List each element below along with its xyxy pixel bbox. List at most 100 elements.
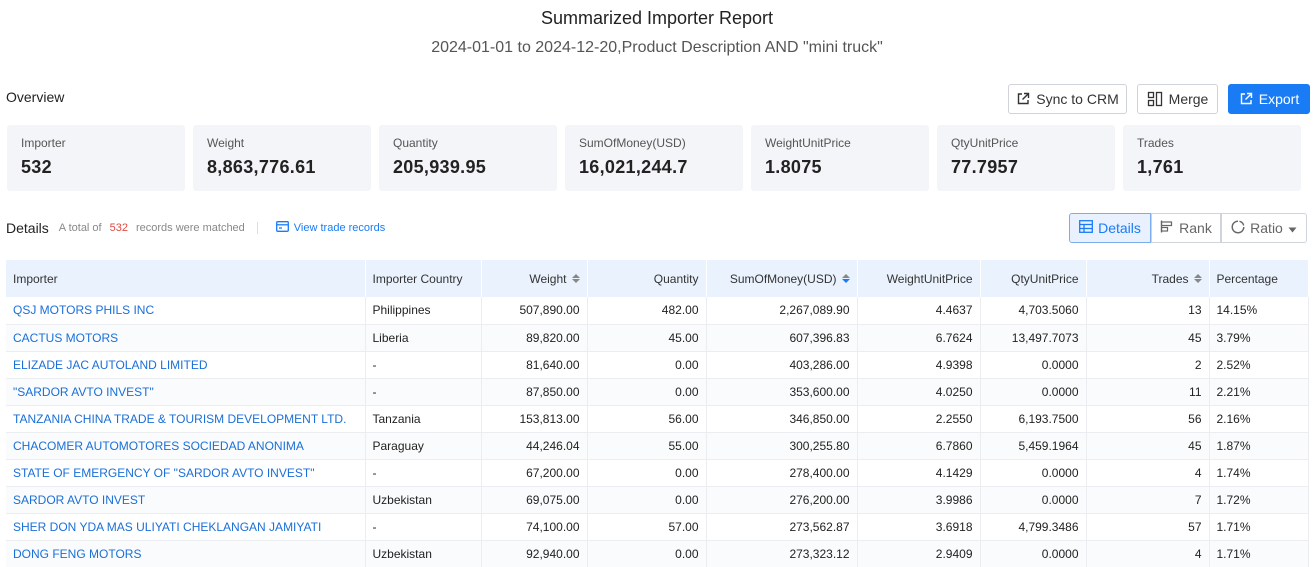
- weight-cell: 507,890.00: [481, 297, 588, 325]
- importer-name-link[interactable]: STATE OF EMERGENCY OF "SARDOR AVTO INVES…: [6, 459, 366, 487]
- stat-card-trades: Trades 1,761: [1123, 125, 1301, 191]
- rank-view-button[interactable]: Rank: [1151, 213, 1221, 243]
- sync-to-crm-label: Sync to CRM: [1036, 91, 1119, 107]
- qty-unit-price-cell: 0.0000: [980, 351, 1087, 379]
- importer-country-cell: -: [365, 351, 482, 379]
- merge-button[interactable]: Merge: [1137, 84, 1218, 114]
- importer-name-link[interactable]: TANZANIA CHINA TRADE & TOURISM DEVELOPME…: [6, 405, 366, 433]
- sort-icon[interactable]: [571, 274, 580, 283]
- stat-label: QtyUnitPrice: [951, 136, 1019, 150]
- rank-view-label: Rank: [1179, 220, 1212, 236]
- weight-cell: 89,820.00: [481, 324, 588, 352]
- quantity-cell: 0.00: [587, 351, 707, 379]
- importer-country-cell: Liberia: [365, 324, 482, 352]
- qty-unit-price-cell: 0.0000: [980, 486, 1087, 514]
- view-mode-switch: Details Rank Ratio: [1069, 213, 1307, 243]
- importer-name-link[interactable]: ELIZADE JAC AUTOLAND LIMITED: [6, 351, 366, 379]
- column-header-quantity[interactable]: Quantity: [587, 260, 707, 297]
- column-header-weight[interactable]: Weight: [481, 260, 588, 297]
- view-trade-records-label: View trade records: [293, 222, 386, 234]
- quantity-cell: 0.00: [587, 540, 707, 567]
- column-header-sum-of-money-label: SumOfMoney(USD): [729, 271, 837, 286]
- weight-unit-price-cell: 4.9398: [857, 351, 981, 379]
- percentage-cell: 1.72%: [1209, 486, 1309, 514]
- sum-of-money-cell: 273,562.87: [706, 513, 858, 541]
- view-trade-records-link[interactable]: View trade records: [275, 221, 386, 235]
- table-icon: [1079, 220, 1094, 236]
- trades-cell: 45: [1086, 324, 1210, 352]
- qty-unit-price-cell: 13,497.7073: [980, 324, 1087, 352]
- stat-value: 1,761: [1137, 157, 1184, 177]
- sum-of-money-cell: 300,255.80: [706, 432, 858, 460]
- trades-cell: 4: [1086, 540, 1210, 567]
- table-row[interactable]: "SARDOR AVTO INVEST" -87,850.00 0.00 353,60…: [6, 378, 1309, 406]
- table-row[interactable]: CACTUS MOTORS Liberia 89,820.00 45.00 607,39…: [6, 324, 1309, 352]
- details-view-button[interactable]: Details: [1069, 213, 1151, 243]
- quantity-cell: 56.00: [587, 405, 707, 433]
- table-header-row: Importer Importer Country Weight Quantit…: [6, 260, 1309, 297]
- column-header-percentage[interactable]: Percentage: [1209, 260, 1309, 297]
- trades-cell: 7: [1086, 486, 1210, 514]
- importer-name-link[interactable]: CACTUS MOTORS: [6, 324, 366, 352]
- importer-country-cell: -: [365, 459, 482, 487]
- table-row[interactable]: ELIZADE JAC AUTOLAND LIMITED -81,640.00 0.…: [6, 351, 1309, 379]
- column-header-qty-unit-price[interactable]: QtyUnitPrice: [980, 260, 1087, 297]
- importer-country-cell: -: [365, 513, 482, 541]
- stat-card-quantity: Quantity 205,939.95: [379, 125, 557, 191]
- table-row[interactable]: QSJ MOTORS PHILS INC Philippines 507,890.0…: [6, 297, 1309, 325]
- sync-to-crm-button[interactable]: Sync to CRM: [1008, 84, 1127, 114]
- table-row[interactable]: STATE OF EMERGENCY OF "SARDOR AVTO INVES…: [6, 459, 1309, 487]
- importer-name-link[interactable]: QSJ MOTORS PHILS INC: [6, 297, 366, 325]
- table-row[interactable]: SHER DON YDA MAS ULIYATI CHEKLANGAN JAMI…: [6, 513, 1309, 541]
- report-title: Summarized Importer Report: [540, 8, 774, 28]
- importer-name-link[interactable]: SARDOR AVTO INVEST: [6, 486, 366, 514]
- importer-name-link[interactable]: SHER DON YDA MAS ULIYATI CHEKLANGAN JAMI…: [6, 513, 366, 541]
- export-button[interactable]: Export: [1228, 84, 1310, 114]
- bar-rank-icon: [1160, 220, 1174, 236]
- importer-name-link[interactable]: DONG FENG MOTORS: [6, 540, 366, 567]
- trades-cell: 2: [1086, 351, 1210, 379]
- table-row[interactable]: SARDOR AVTO INVEST Uzbekistan 69,075.00 0.0…: [6, 486, 1309, 514]
- column-header-importer-country[interactable]: Importer Country: [365, 260, 482, 297]
- quantity-cell: 0.00: [587, 459, 707, 487]
- importer-name-link[interactable]: CHACOMER AUTOMOTORES SOCIEDAD ANONIMA: [6, 432, 366, 460]
- column-header-weight-unit-price[interactable]: WeightUnitPrice: [857, 260, 981, 297]
- sum-of-money-cell: 276,200.00: [706, 486, 858, 514]
- ratio-view-button[interactable]: Ratio: [1221, 213, 1307, 243]
- stat-value: 8,863,776.61: [207, 157, 316, 177]
- qty-unit-price-cell: 6,193.7500: [980, 405, 1087, 433]
- weight-unit-price-cell: 2.9409: [857, 540, 981, 567]
- quantity-cell: 45.00: [587, 324, 707, 352]
- quantity-cell: 0.00: [587, 378, 707, 406]
- trades-cell: 57: [1086, 513, 1210, 541]
- weight-cell: 92,940.00: [481, 540, 588, 567]
- importer-name-link[interactable]: "SARDOR AVTO INVEST": [6, 378, 366, 406]
- sum-of-money-cell: 278,400.00: [706, 459, 858, 487]
- column-header-trades[interactable]: Trades: [1086, 260, 1210, 297]
- weight-cell: 44,246.04: [481, 432, 588, 460]
- stat-label: SumOfMoney(USD): [579, 136, 686, 150]
- weight-cell: 87,850.00: [481, 378, 588, 406]
- importer-country-cell: Philippines: [365, 297, 482, 325]
- stat-label: WeightUnitPrice: [765, 136, 851, 150]
- weight-unit-price-cell: 6.7624: [857, 324, 981, 352]
- stat-value: 205,939.95: [393, 157, 487, 177]
- sort-icon[interactable]: [841, 274, 850, 283]
- importer-country-cell: Tanzania: [365, 405, 482, 433]
- weight-unit-price-cell: 3.9986: [857, 486, 981, 514]
- records-total-prefix: A total of: [58, 222, 102, 234]
- table-row[interactable]: CHACOMER AUTOMOTORES SOCIEDAD ANONIMA Par…: [6, 432, 1309, 460]
- table-row[interactable]: DONG FENG MOTORS Uzbekistan 92,940.00 0.00 2…: [6, 540, 1309, 567]
- column-header-weight-label: Weight: [529, 271, 567, 286]
- table-row[interactable]: TANZANIA CHINA TRADE & TOURISM DEVELOPME…: [6, 405, 1309, 433]
- percentage-cell: 2.52%: [1209, 351, 1309, 379]
- qty-unit-price-cell: 4,703.5060: [980, 297, 1087, 325]
- quantity-cell: 55.00: [587, 432, 707, 460]
- stat-label: Quantity: [393, 136, 438, 150]
- column-header-importer[interactable]: Importer: [6, 260, 366, 297]
- details-view-label: Details: [1098, 220, 1141, 236]
- trades-cell: 56: [1086, 405, 1210, 433]
- weight-unit-price-cell: 6.7860: [857, 432, 981, 460]
- column-header-sum-of-money[interactable]: SumOfMoney(USD): [706, 260, 858, 297]
- sort-icon[interactable]: [1193, 274, 1202, 283]
